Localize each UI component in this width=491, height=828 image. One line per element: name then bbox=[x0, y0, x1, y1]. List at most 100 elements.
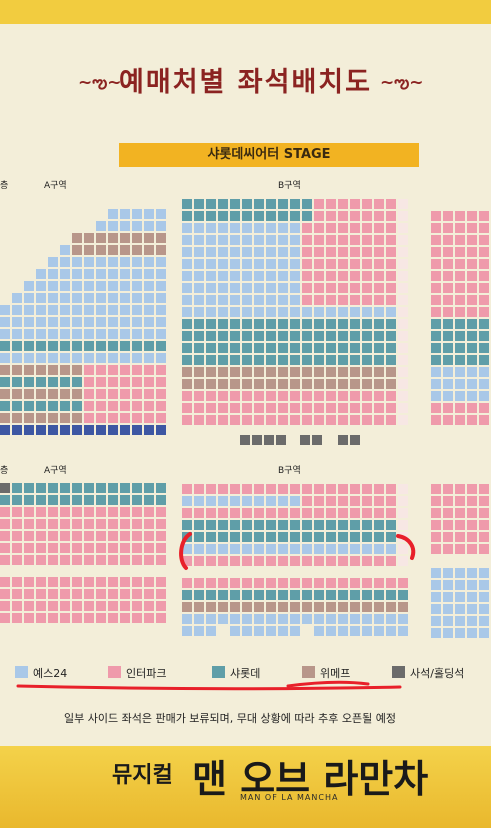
seat bbox=[431, 532, 441, 542]
seat bbox=[386, 544, 396, 554]
seat bbox=[314, 391, 324, 401]
seat bbox=[314, 259, 324, 269]
seat bbox=[230, 520, 240, 530]
seat bbox=[48, 305, 58, 315]
seat bbox=[144, 507, 154, 517]
seat bbox=[254, 211, 264, 221]
floor2-zone-a-label: A구역 bbox=[44, 466, 67, 476]
seat bbox=[374, 532, 384, 542]
seat bbox=[206, 415, 216, 425]
seat bbox=[290, 331, 300, 341]
seat bbox=[12, 341, 22, 351]
seat bbox=[455, 484, 465, 494]
seat bbox=[96, 305, 106, 315]
seat bbox=[218, 532, 228, 542]
seat bbox=[156, 365, 166, 375]
seat bbox=[218, 379, 228, 389]
seat bbox=[326, 295, 336, 305]
seat bbox=[479, 271, 489, 281]
seat bbox=[266, 496, 276, 506]
seat bbox=[278, 259, 288, 269]
legend-swatch bbox=[392, 666, 405, 678]
seat bbox=[467, 367, 477, 377]
seat bbox=[326, 544, 336, 554]
seat bbox=[230, 578, 240, 588]
seat bbox=[194, 271, 204, 281]
seat bbox=[290, 259, 300, 269]
seat bbox=[182, 355, 192, 365]
seat bbox=[36, 613, 46, 623]
seat bbox=[252, 435, 262, 445]
seat bbox=[455, 343, 465, 353]
seat bbox=[302, 307, 312, 317]
seat bbox=[242, 307, 252, 317]
seat bbox=[455, 307, 465, 317]
seat bbox=[374, 602, 384, 612]
seat bbox=[467, 508, 477, 518]
seat bbox=[278, 319, 288, 329]
seat bbox=[350, 435, 360, 445]
seat bbox=[218, 247, 228, 257]
seat bbox=[218, 283, 228, 293]
seat bbox=[182, 367, 192, 377]
seat bbox=[443, 295, 453, 305]
seat bbox=[338, 247, 348, 257]
seat bbox=[144, 233, 154, 243]
seat bbox=[230, 235, 240, 245]
seat bbox=[108, 341, 118, 351]
seat bbox=[120, 353, 130, 363]
seat bbox=[206, 379, 216, 389]
seat bbox=[84, 507, 94, 517]
seat bbox=[48, 413, 58, 423]
seat bbox=[48, 401, 58, 411]
seat bbox=[302, 578, 312, 588]
seat bbox=[96, 425, 106, 435]
seat bbox=[278, 223, 288, 233]
seat bbox=[362, 367, 372, 377]
seat bbox=[144, 221, 154, 231]
seat bbox=[132, 589, 142, 599]
seat bbox=[156, 341, 166, 351]
seat bbox=[96, 269, 106, 279]
legend-label: 위메프 bbox=[320, 667, 351, 680]
seat bbox=[24, 329, 34, 339]
seat bbox=[156, 257, 166, 267]
seat bbox=[254, 367, 264, 377]
seat bbox=[443, 223, 453, 233]
seat bbox=[386, 403, 396, 413]
seat bbox=[290, 415, 300, 425]
seat bbox=[12, 365, 22, 375]
seat bbox=[60, 495, 70, 505]
seat bbox=[96, 317, 106, 327]
seat bbox=[314, 614, 324, 624]
seat bbox=[326, 223, 336, 233]
seat bbox=[230, 544, 240, 554]
seat bbox=[443, 331, 453, 341]
seat bbox=[455, 616, 465, 626]
seat bbox=[374, 331, 384, 341]
seat bbox=[120, 365, 130, 375]
seat bbox=[398, 235, 408, 245]
seat bbox=[455, 592, 465, 602]
seat bbox=[36, 317, 46, 327]
seat bbox=[467, 307, 477, 317]
seat bbox=[96, 483, 106, 493]
seat bbox=[338, 271, 348, 281]
seat bbox=[338, 556, 348, 566]
seat bbox=[96, 221, 106, 231]
seat bbox=[362, 199, 372, 209]
seat bbox=[362, 602, 372, 612]
seat bbox=[194, 367, 204, 377]
seat bbox=[302, 590, 312, 600]
seat bbox=[84, 353, 94, 363]
seat bbox=[96, 601, 106, 611]
seat bbox=[156, 577, 166, 587]
seat bbox=[72, 577, 82, 587]
seat bbox=[290, 508, 300, 518]
seat bbox=[266, 391, 276, 401]
seat bbox=[326, 319, 336, 329]
seat bbox=[72, 483, 82, 493]
seat bbox=[218, 590, 228, 600]
seat bbox=[290, 211, 300, 221]
seat bbox=[48, 507, 58, 517]
